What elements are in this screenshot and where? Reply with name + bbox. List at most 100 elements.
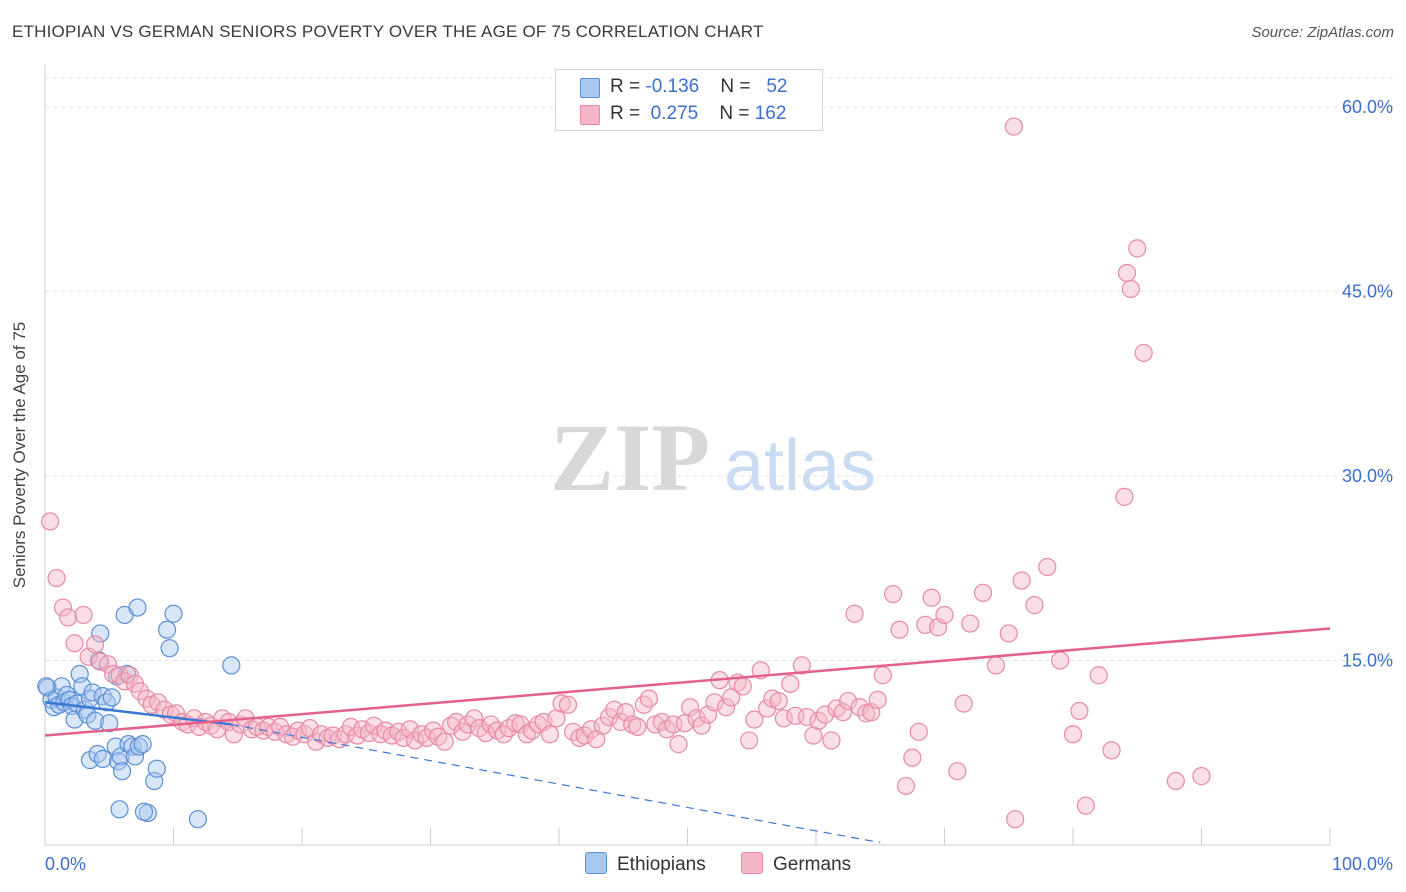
point-germans: [465, 709, 484, 728]
legend-r-value: -0.136: [645, 76, 700, 97]
point-germans: [822, 731, 841, 750]
point-germans: [833, 703, 853, 722]
point-ethiopians: [93, 749, 112, 768]
point-germans: [1063, 725, 1083, 744]
point-germans: [774, 709, 793, 728]
point-germans: [435, 732, 454, 751]
grid-lines: [45, 77, 1395, 661]
point-germans: [733, 677, 752, 696]
point-germans: [628, 717, 647, 737]
y-tick-label: 45.0%: [1342, 281, 1393, 301]
point-germans: [59, 608, 78, 627]
point-germans: [271, 717, 290, 737]
point-germans: [740, 731, 759, 750]
point-ethiopians: [160, 639, 179, 658]
point-germans: [120, 666, 139, 685]
point-germans: [705, 693, 724, 712]
y-tick-label: 60.0%: [1342, 97, 1393, 117]
x-tick-label: 0.0%: [45, 854, 86, 874]
point-germans: [680, 698, 700, 717]
point-germans: [868, 690, 887, 709]
legend-item-germans: Germans: [741, 852, 851, 876]
point-ethiopians: [134, 802, 154, 821]
point-ethiopians: [157, 620, 177, 639]
y-axis-label: Seniors Poverty Over the Age of 75: [10, 321, 29, 589]
point-germans: [65, 634, 84, 653]
chart-title: ETHIOPIAN VS GERMAN SENIORS POVERTY OVER…: [12, 22, 764, 41]
legend-swatch-ethiopians: [580, 78, 600, 98]
point-germans: [400, 720, 420, 739]
point-germans: [873, 666, 892, 685]
point-germans: [973, 583, 993, 602]
point-germans: [797, 707, 817, 727]
stats-legend: R = -0.136 N = 52 R = 0.275 N = 162: [555, 69, 823, 131]
point-germans: [1012, 571, 1031, 590]
point-germans: [786, 706, 805, 725]
watermark-zip: ZIP: [550, 404, 710, 511]
point-germans: [954, 694, 973, 713]
point-germans: [922, 588, 941, 607]
point-germans: [1070, 701, 1089, 721]
legend-r-value: 0.275: [650, 103, 699, 124]
point-germans: [41, 512, 60, 531]
tick-labels: 15.0% 30.0% 45.0% 60.0% 0.0% 100.0%: [45, 97, 1393, 874]
point-germans: [47, 568, 66, 588]
legend-r-label: R =: [610, 103, 646, 124]
point-germans: [815, 705, 835, 724]
legend-item-ethiopians: Ethiopians: [585, 852, 706, 876]
point-germans: [692, 716, 711, 735]
legend-n-label: N =: [719, 103, 755, 124]
legend-swatch-germans: [580, 105, 600, 125]
legend-n-value: 52: [766, 76, 788, 97]
point-ethiopians: [102, 688, 121, 707]
trend-line-ethiopians: [44, 701, 232, 726]
point-germans: [999, 624, 1018, 643]
point-germans: [664, 715, 683, 734]
legend-r-label: R =: [610, 76, 646, 97]
axes: [44, 65, 1331, 846]
legend-swatch-germans: [741, 852, 763, 874]
source-label: Source: ZipAtlas.com: [1251, 24, 1394, 41]
legend-label-germans: Germans: [773, 854, 852, 875]
point-germans: [1134, 343, 1153, 363]
point-germans: [1076, 796, 1095, 815]
point-germans: [961, 614, 980, 633]
point-ethiopians: [86, 711, 105, 730]
point-germans: [1051, 651, 1070, 670]
point-ethiopians: [133, 735, 152, 754]
point-germans: [1102, 741, 1121, 760]
point-germans: [558, 695, 578, 714]
point-ethiopians: [112, 762, 132, 781]
watermark-atlas: atlas: [724, 426, 876, 506]
point-germans: [552, 694, 571, 713]
point-germans: [1038, 557, 1057, 577]
point-ethiopians: [88, 744, 107, 764]
point-germans: [148, 693, 168, 712]
x-tick-label: 100.0%: [1332, 854, 1393, 874]
point-germans: [639, 689, 659, 708]
point-germans: [1025, 596, 1044, 615]
point-ethiopians: [100, 714, 119, 733]
point-germans: [1166, 771, 1185, 791]
point-ethiopians: [109, 752, 128, 771]
trend-lines: [44, 627, 1331, 844]
legend-n-value: 162: [754, 103, 787, 124]
point-germans: [769, 691, 788, 711]
point-ethiopians: [147, 759, 166, 778]
point-germans: [792, 656, 811, 675]
point-germans: [74, 605, 93, 625]
point-germans: [582, 720, 601, 739]
point-germans: [1006, 810, 1025, 829]
point-germans: [896, 776, 916, 796]
legend-n-label: N =: [720, 76, 756, 97]
point-germans: [1117, 263, 1137, 283]
point-germans: [224, 725, 243, 744]
point-germans: [839, 691, 858, 711]
point-germans: [890, 620, 909, 639]
point-ethiopians: [37, 677, 56, 696]
legend-swatch-ethiopians: [585, 852, 607, 874]
point-ethiopians: [164, 604, 183, 623]
point-ethiopians: [52, 677, 71, 696]
point-germans: [98, 655, 118, 674]
